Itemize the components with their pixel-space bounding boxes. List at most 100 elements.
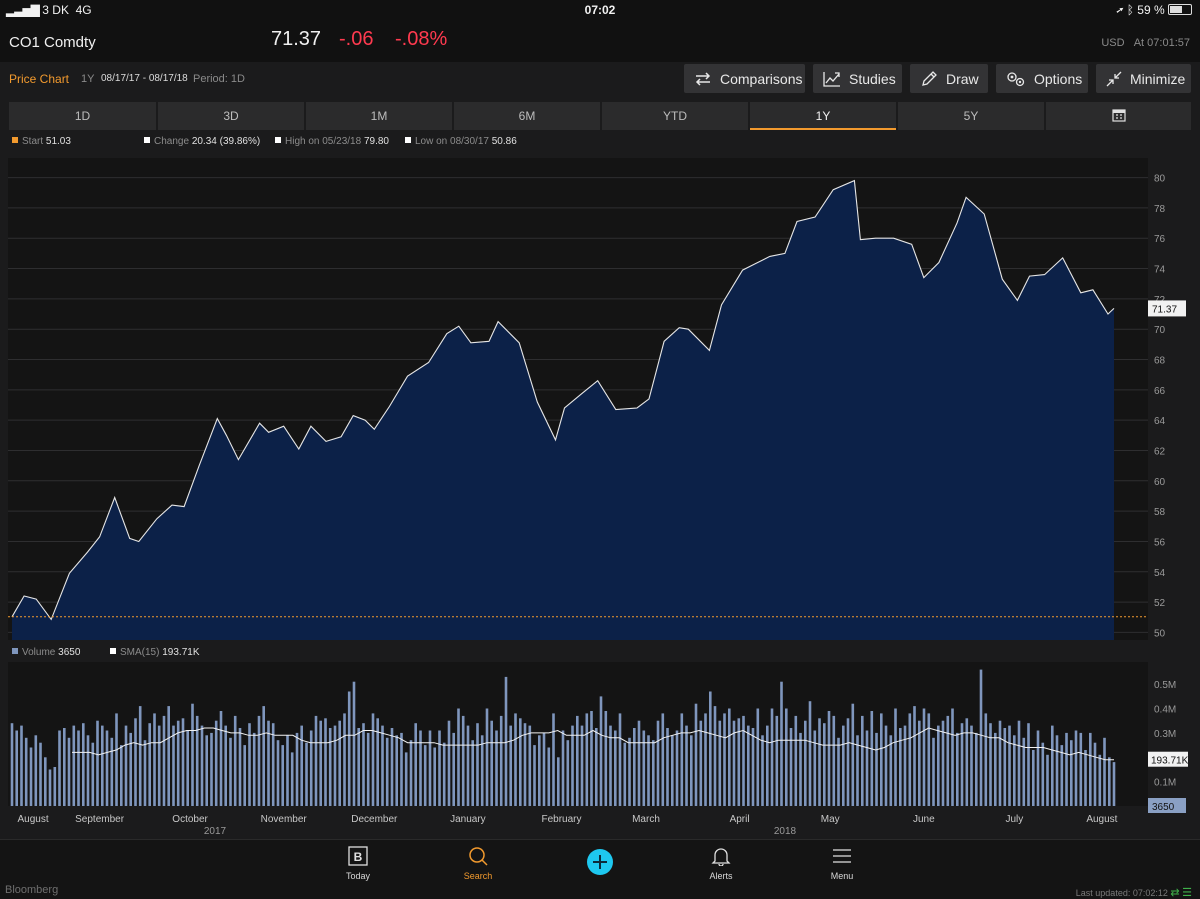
volume-bar: [219, 711, 223, 806]
volume-bar: [685, 725, 688, 806]
volume-bar: [756, 708, 760, 806]
comparisons-button[interactable]: Comparisons: [684, 64, 805, 93]
volume-bar: [72, 725, 76, 806]
volume-bar: [671, 735, 674, 806]
volume-bar: [129, 732, 132, 806]
high-swatch: [275, 137, 281, 143]
volume-bar: [566, 740, 570, 806]
volume-bar: [937, 725, 940, 806]
volume-value: 3650: [58, 647, 81, 658]
volume-bar: [352, 681, 356, 806]
volume-bar: [661, 713, 665, 806]
nav-today[interactable]: B Today: [318, 846, 398, 881]
volume-bar: [362, 723, 365, 806]
volume-tick-label: 0.3M: [1154, 729, 1176, 740]
high-label: High on 05/23/18: [285, 136, 362, 147]
nav-alerts-label: Alerts: [709, 871, 733, 881]
minimize-button[interactable]: Minimize: [1096, 64, 1191, 93]
volume-bar: [514, 713, 517, 806]
price-line: [11, 179, 1115, 621]
volume-bar: [519, 718, 522, 806]
nav-search[interactable]: Search: [438, 846, 518, 881]
studies-button[interactable]: Studies: [813, 64, 902, 93]
price-tick-label: 60: [1154, 477, 1166, 488]
price-tick-label: 74: [1154, 265, 1166, 276]
volume-bar: [176, 720, 180, 806]
volume-bar: [709, 691, 712, 806]
volume-bar: [1108, 757, 1111, 806]
volume-bar: [941, 720, 945, 806]
x-axis-month-label: July: [1006, 814, 1024, 825]
volume-bar: [409, 740, 413, 806]
volume-bar: [167, 706, 170, 806]
volume-bar: [105, 730, 109, 806]
x-axis-year-label: 2017: [204, 826, 227, 837]
volume-bar: [908, 713, 912, 806]
tab-1m[interactable]: 1M: [306, 102, 452, 130]
volume-bar: [442, 742, 446, 806]
calendar-button[interactable]: [1046, 102, 1191, 130]
nav-menu-label: Menu: [830, 871, 854, 881]
options-button[interactable]: Options: [996, 64, 1088, 93]
volume-bar: [480, 735, 484, 806]
volume-bar: [523, 723, 527, 806]
volume-bar: [295, 732, 299, 806]
currency-label: USD: [1101, 37, 1125, 49]
volume-bar: [832, 715, 836, 806]
tab-3d[interactable]: 3D: [158, 102, 304, 130]
refresh-icon[interactable]: ⇄: [1170, 887, 1180, 899]
volume-bar: [338, 720, 341, 806]
volume-bar: [101, 725, 104, 806]
status-left: ▂▃▅▇ 3 DK 4G: [6, 3, 92, 17]
volume-bar: [922, 708, 926, 806]
volume-bar: [34, 735, 38, 806]
volume-bar: [604, 711, 608, 806]
nav-menu[interactable]: Menu: [802, 846, 882, 881]
tab-1d[interactable]: 1D: [9, 102, 156, 130]
volume-bar: [205, 735, 208, 806]
volume-bar: [960, 723, 964, 806]
volume-bar: [91, 742, 95, 806]
volume-bar: [742, 715, 745, 806]
volume-chart[interactable]: 0.5M0.4M0.3M0.2M0.1M193.71K3650AugustSep…: [0, 658, 1200, 838]
volume-bar: [861, 715, 864, 806]
volume-bar: [737, 718, 741, 806]
volume-bar: [804, 720, 807, 806]
volume-bar: [1008, 725, 1011, 806]
carrier: 3 DK: [42, 3, 69, 17]
tab-5y[interactable]: 5Y: [898, 102, 1044, 130]
volume-bar: [67, 737, 71, 806]
volume-bar: [642, 730, 646, 806]
sma-tag-label: 193.71K: [1151, 756, 1189, 767]
volume-bar: [138, 706, 142, 806]
ticker[interactable]: CO1 Comdty: [9, 34, 96, 51]
volume-bar: [628, 737, 631, 806]
volume-bar: [400, 732, 403, 806]
volume-bar: [1060, 745, 1064, 806]
bloomberg-logo: Bloomberg: [5, 884, 59, 896]
calendar-icon: [1111, 109, 1126, 122]
sma-value: 193.71K: [162, 647, 200, 658]
pencil-icon: [922, 70, 937, 86]
tab-1y[interactable]: 1Y: [750, 102, 896, 130]
last-price-tag: [1148, 300, 1186, 317]
draw-button[interactable]: Draw: [910, 64, 988, 93]
add-button[interactable]: [560, 848, 640, 878]
nav-alerts[interactable]: Alerts: [681, 846, 761, 881]
price-chart[interactable]: 80 78 76 74 72 70 68 66 64 62 60 58 56 54 52 50 71.37: [0, 150, 1200, 644]
volume-bar: [585, 713, 589, 806]
volume-bar: [63, 728, 66, 806]
volume-bar: [965, 718, 969, 806]
volume-bar: [504, 676, 508, 806]
volume-bar: [115, 713, 118, 806]
volume-bar: [1022, 737, 1026, 806]
start-label: Start: [22, 136, 44, 147]
tab-6m[interactable]: 6M: [454, 102, 600, 130]
volume-bar: [699, 720, 703, 806]
volume-bar: [328, 728, 332, 806]
volume-bar: [1093, 742, 1097, 806]
volume-bar: [590, 711, 593, 806]
volume-bar: [233, 715, 237, 806]
location-icon: ➚: [1116, 3, 1124, 17]
tab-ytd[interactable]: YTD: [602, 102, 748, 130]
